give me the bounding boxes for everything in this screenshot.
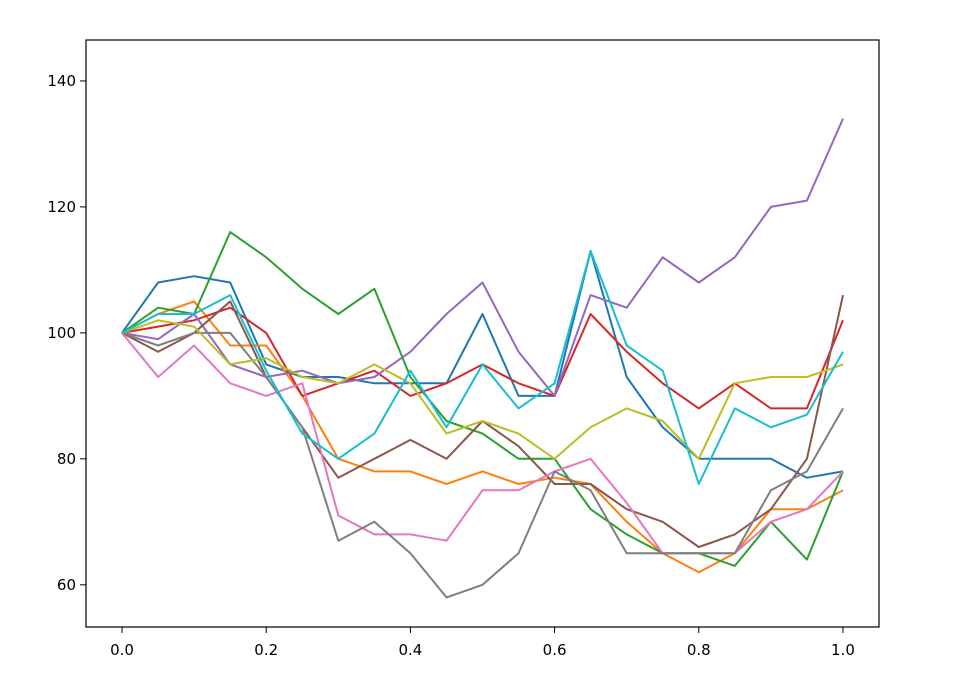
y-tick-label: 100	[47, 324, 76, 342]
x-tick-label: 0.0	[110, 641, 134, 659]
line-series	[121, 319, 844, 460]
line-series	[121, 331, 844, 599]
x-tick-label: 1.0	[831, 641, 855, 659]
y-tick-label: 140	[47, 72, 76, 90]
x-tick-label: 0.8	[687, 641, 711, 659]
plot-frame	[85, 39, 880, 628]
line-series	[121, 118, 844, 397]
line-series	[121, 300, 844, 574]
y-tick-label: 60	[57, 576, 76, 594]
x-tick-label: 0.4	[398, 641, 422, 659]
x-tick-label: 0.6	[543, 641, 567, 659]
y-tick-label: 80	[57, 450, 76, 468]
line-series	[121, 231, 844, 567]
y-tick-label: 120	[47, 198, 76, 216]
line-series	[121, 250, 844, 485]
x-tick-label: 0.2	[254, 641, 278, 659]
line-series	[121, 250, 844, 479]
line-series	[121, 306, 844, 410]
